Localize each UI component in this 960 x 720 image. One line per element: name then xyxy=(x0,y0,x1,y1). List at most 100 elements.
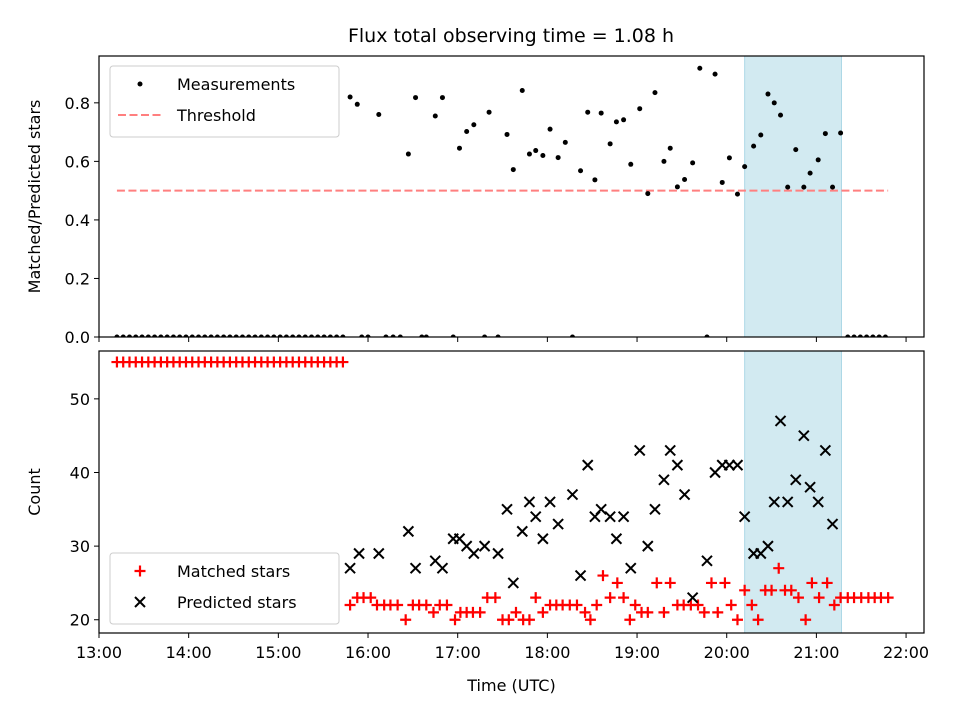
measurement-point xyxy=(376,112,382,118)
measurement-point xyxy=(265,334,271,337)
measurement-point xyxy=(742,164,748,170)
measurement-point xyxy=(652,90,658,96)
measurement-point xyxy=(667,145,673,151)
measurement-point xyxy=(510,167,516,173)
measurement-point xyxy=(690,160,696,166)
measurement-point xyxy=(876,334,882,337)
measurement-point xyxy=(120,334,126,337)
matched-star-point xyxy=(489,592,501,604)
measurement-point xyxy=(661,158,667,164)
predicted-star-point xyxy=(804,481,816,493)
x-tick-label: 18:00 xyxy=(524,643,570,662)
measurement-point xyxy=(221,334,227,337)
matched-star-point xyxy=(571,599,583,611)
matched-star-point xyxy=(664,577,676,589)
measurement-point xyxy=(578,168,584,174)
measurement-point xyxy=(315,334,321,337)
measurement-point xyxy=(164,334,170,337)
measurement-point xyxy=(734,191,740,197)
matched-star-point xyxy=(392,599,404,611)
y-tick-label: 0.0 xyxy=(65,328,90,347)
measurement-point xyxy=(555,155,561,161)
matched-star-point xyxy=(785,584,797,596)
measurement-point xyxy=(712,71,718,77)
y-tick-label: 20 xyxy=(70,611,90,630)
measurement-point xyxy=(569,334,575,337)
measurement-point xyxy=(246,334,252,337)
measurement-point xyxy=(252,334,258,337)
predicted-star-point xyxy=(774,415,787,427)
matched-star-point xyxy=(365,592,377,604)
matched-star-point xyxy=(611,577,623,589)
measurement-point xyxy=(208,334,214,337)
measurement-point xyxy=(152,334,158,337)
measurement-point xyxy=(486,109,492,115)
measurement-point xyxy=(456,145,462,151)
y-tick-label: 0.4 xyxy=(65,211,90,230)
matched-star-point xyxy=(725,599,737,611)
x-axis-label: Time (UTC) xyxy=(466,676,555,695)
measurement-point xyxy=(621,117,627,123)
measurement-point xyxy=(413,95,419,101)
ratio-frame xyxy=(98,55,925,338)
matched-star-point xyxy=(813,592,825,604)
matched-star-point xyxy=(344,599,356,611)
measurement-point xyxy=(882,334,888,337)
matched-star-point xyxy=(719,577,731,589)
measurement-point xyxy=(845,334,851,337)
count-legend: Matched stars Predicted stars xyxy=(109,552,340,625)
predicted-star-point xyxy=(492,547,504,560)
matched-star-point xyxy=(821,577,833,589)
measurement-point xyxy=(227,334,233,337)
predicted-star-point xyxy=(826,518,839,530)
count-panel: Matched stars Predicted stars xyxy=(94,350,925,638)
measurement-point xyxy=(464,129,470,135)
matched-star-point xyxy=(441,599,453,611)
measurement-point xyxy=(340,334,346,337)
predicted-star-point xyxy=(537,533,549,545)
highlight-span xyxy=(744,55,842,338)
highlight-span xyxy=(744,350,842,634)
predicted-star-point xyxy=(409,562,422,574)
measurement-point xyxy=(390,334,396,337)
matched-star-point xyxy=(792,592,804,604)
predicted-star-point xyxy=(468,547,480,560)
measurement-point xyxy=(870,334,876,337)
matched-star-point xyxy=(427,606,439,618)
legend-dot-marker xyxy=(137,81,143,87)
measurement-point xyxy=(830,184,836,190)
matched-star-point xyxy=(618,592,630,604)
measurement-point xyxy=(562,139,568,145)
predicted-star-point xyxy=(790,474,802,486)
measurement-point xyxy=(822,131,828,137)
measurement-point xyxy=(327,334,333,337)
matched-star-point xyxy=(712,606,724,618)
measurement-point xyxy=(682,177,688,183)
measurement-point xyxy=(778,112,784,118)
measurement-point xyxy=(170,334,176,337)
measurement-point xyxy=(719,179,725,185)
measurement-point xyxy=(519,88,525,94)
predicted-star-point xyxy=(544,496,556,508)
x-tick-label: 16:00 xyxy=(345,643,391,662)
x-tick-label: 15:00 xyxy=(255,643,301,662)
measurement-point xyxy=(202,334,208,337)
predicted-star-point xyxy=(604,510,616,523)
measurement-point xyxy=(214,334,220,337)
measurement-point xyxy=(793,147,799,153)
measurement-point xyxy=(419,334,425,337)
measurement-point xyxy=(126,334,132,337)
measurement-point xyxy=(504,131,510,137)
measurement-point xyxy=(423,334,429,337)
legend-box xyxy=(109,552,340,625)
measurement-point xyxy=(815,157,821,163)
predicted-star-point xyxy=(625,562,637,574)
measurement-point xyxy=(383,334,389,337)
measurement-point xyxy=(807,170,813,176)
predicted-star-point xyxy=(478,540,491,552)
predicted-star-point xyxy=(353,547,365,560)
measurement-point xyxy=(540,153,546,159)
predicted-star-point xyxy=(582,459,594,471)
x-tick-label: 22:00 xyxy=(883,643,929,662)
measurement-point xyxy=(851,334,857,337)
